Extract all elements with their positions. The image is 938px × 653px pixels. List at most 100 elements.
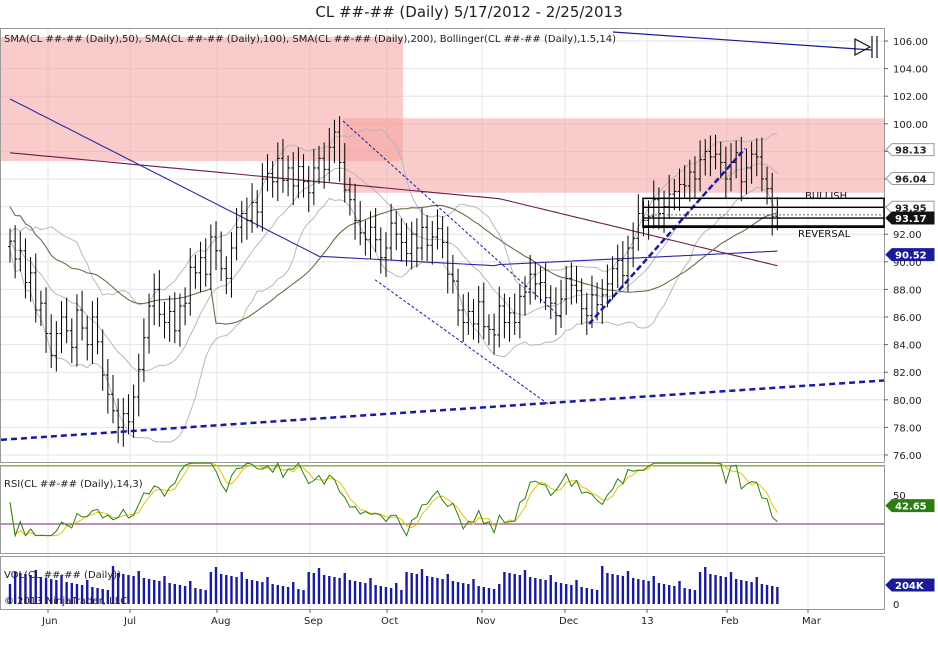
ohlc-bar	[615, 244, 620, 289]
volume-bar	[559, 583, 563, 604]
ohlc-bar	[121, 397, 126, 447]
volume-bar	[693, 590, 697, 604]
volume-bar	[776, 587, 779, 604]
volume-bar	[441, 579, 444, 604]
volume-bar	[127, 575, 130, 604]
volume-bar	[755, 577, 758, 604]
volume-bar	[369, 578, 372, 604]
volume-bar	[44, 578, 48, 604]
ohlc-bar	[38, 290, 43, 326]
volume-bar	[13, 572, 17, 604]
volume-bar	[575, 580, 578, 604]
volume-bar	[405, 572, 408, 604]
volume-bar	[724, 577, 728, 604]
ohlc-bar	[636, 194, 641, 251]
ohlc-bar	[497, 286, 502, 348]
volume-bar	[451, 581, 455, 604]
ohlc-bar	[507, 296, 512, 342]
ohlc-bar	[574, 265, 579, 304]
ohlc-bar	[306, 165, 311, 213]
ohlc-bar	[13, 225, 18, 279]
ohlc-bar	[275, 142, 280, 202]
price-tick-label: 92.00	[893, 230, 922, 241]
ohlc-bar	[759, 137, 764, 192]
volume-bar	[173, 584, 176, 604]
price-tag: 93.95	[885, 200, 935, 214]
rsi-series	[1, 461, 884, 538]
ohlc-bar	[229, 232, 234, 298]
volume-bar	[225, 575, 228, 604]
volume-bar	[168, 583, 171, 604]
volume-bar	[147, 579, 151, 604]
volume-bar	[276, 585, 279, 604]
volume-bar	[235, 577, 238, 604]
volume-bar	[60, 575, 63, 604]
ohlc-bar	[378, 227, 383, 274]
volume-bar	[384, 587, 388, 604]
volume-bar	[374, 585, 377, 604]
bullish-label: BULLISH	[805, 191, 847, 202]
ohlc-bar	[353, 183, 358, 240]
volume-bar	[446, 574, 449, 604]
price-tick-label: 78.00	[893, 423, 922, 434]
ohlc-bar	[703, 138, 708, 176]
volume-bar	[621, 576, 625, 604]
volume-bar	[153, 580, 156, 604]
ohlc-bar	[327, 127, 332, 182]
rsi-panel[interactable]	[0, 465, 885, 554]
ohlc-bar	[456, 268, 461, 326]
ohlc-bar	[425, 214, 430, 262]
bollinger-lower-line	[9, 186, 778, 443]
svg-text:98.13: 98.13	[895, 146, 927, 157]
volume-bar	[158, 581, 161, 604]
ohlc-bar	[126, 394, 131, 435]
ohlc-bar	[59, 301, 64, 353]
ohlc-bar	[682, 165, 687, 199]
ohlc-bar	[64, 297, 69, 344]
rsi-indicator-label: RSI(CL ##-## (Daily),14,3)	[4, 479, 143, 490]
volume-bar	[482, 587, 485, 604]
ohlc-bar	[476, 285, 481, 344]
volume-bar	[698, 572, 702, 604]
time-tick-label: Feb	[721, 616, 739, 627]
ohlc-bar	[322, 142, 327, 189]
ohlc-bar	[533, 261, 538, 300]
volume-bar	[590, 589, 594, 604]
price-tick-label: 88.00	[893, 285, 922, 296]
volume-bar	[266, 577, 269, 604]
volume-bar	[544, 580, 547, 604]
ohlc-bar	[116, 398, 121, 444]
channel-lower-line	[374, 279, 549, 405]
ohlc-bar	[486, 314, 491, 346]
volume-bar	[297, 589, 300, 604]
ohlc-bar	[100, 329, 105, 391]
time-tick-label: Jun	[41, 616, 58, 627]
volume-bar	[508, 573, 511, 604]
svg-text:96.04: 96.04	[895, 174, 927, 185]
ohlc-bar	[564, 265, 569, 315]
ohlc-bar	[414, 218, 419, 268]
volume-bar	[528, 577, 532, 604]
volume-bar	[745, 581, 748, 604]
ohlc-bar	[219, 231, 224, 282]
chart-title: CL ##-## (Daily) 5/17/2012 - 2/25/2013	[315, 3, 623, 21]
ohlc-bar	[260, 163, 265, 232]
ohlc-bar	[136, 353, 141, 417]
ohlc-bar	[44, 287, 49, 353]
volume-bar	[194, 588, 197, 604]
volume-bar	[626, 571, 630, 604]
channel-upper-line	[342, 120, 563, 319]
volume-bar	[534, 578, 537, 604]
ohlc-bar	[713, 134, 718, 170]
volume-bar	[688, 589, 691, 604]
volume-bar	[673, 586, 676, 604]
time-tick-label: Sep	[304, 616, 323, 627]
ohlc-bar	[600, 279, 605, 324]
volume-bar	[137, 571, 140, 604]
volume-bar	[19, 573, 22, 604]
ohlc-bar	[141, 318, 146, 382]
ohlc-bar	[579, 278, 584, 325]
ohlc-bar	[311, 148, 316, 206]
volume-bar	[431, 577, 434, 604]
